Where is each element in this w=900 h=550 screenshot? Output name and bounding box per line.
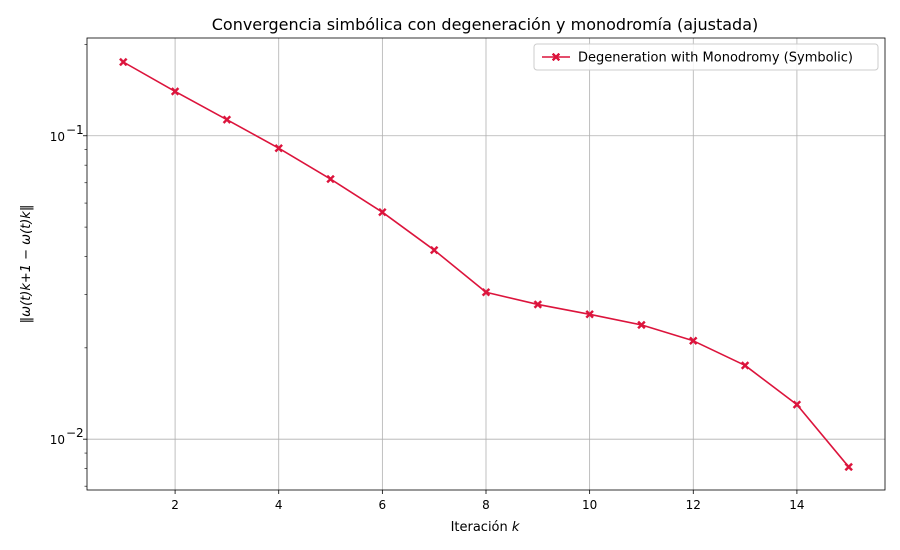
x-tick-label: 10 xyxy=(582,498,597,512)
series xyxy=(118,57,854,472)
x-tick-label: 12 xyxy=(686,498,701,512)
data-point-marker xyxy=(844,462,854,472)
y-tick-label-exponent: −1 xyxy=(66,123,84,137)
plot-frame xyxy=(86,37,886,491)
grid xyxy=(87,38,885,490)
data-point-marker xyxy=(688,336,698,346)
y-tick-label: 10 xyxy=(50,130,65,144)
legend-box xyxy=(533,43,879,71)
data-point-marker xyxy=(585,310,594,319)
data-point-marker xyxy=(326,174,335,184)
data-point-marker xyxy=(533,300,543,309)
legend-marker xyxy=(551,52,561,62)
x-tick-label: 6 xyxy=(379,498,387,512)
x-axis-label-text: Iteración xyxy=(451,520,512,535)
data-point-marker xyxy=(170,87,180,96)
data-point-marker xyxy=(118,57,128,67)
legend: Degeneration with Monodromy (Symbolic) xyxy=(533,43,879,71)
x-tick-label: 4 xyxy=(275,498,283,512)
x-axis-label: Iteración k xyxy=(451,520,520,535)
data-point-marker xyxy=(222,115,232,124)
y-tick-label: 10 xyxy=(50,433,65,447)
x-axis-label-var: k xyxy=(512,520,520,535)
x-tick-label: 2 xyxy=(171,498,179,512)
x-tick-label: 8 xyxy=(482,498,490,512)
data-point-marker xyxy=(274,143,284,153)
x-tick-label: 14 xyxy=(789,498,804,512)
data-point-marker xyxy=(740,361,750,370)
chart-title: Convergencia simbólica con degeneración … xyxy=(212,15,759,34)
data-point-marker xyxy=(378,207,387,217)
data-point-marker xyxy=(792,400,802,409)
data-point-marker xyxy=(429,245,439,255)
legend-label: Degeneration with Monodromy (Symbolic) xyxy=(578,51,853,66)
data-point-marker xyxy=(637,320,646,330)
data-point-marker xyxy=(481,287,491,297)
y-tick-label-exponent: −2 xyxy=(66,426,84,440)
y-axis-label: ‖ω(t)k+1 − ω(t)k‖ xyxy=(19,205,34,324)
y-axis-label-text: ‖ω(t)k+1 − ω(t)k‖ xyxy=(19,205,34,324)
